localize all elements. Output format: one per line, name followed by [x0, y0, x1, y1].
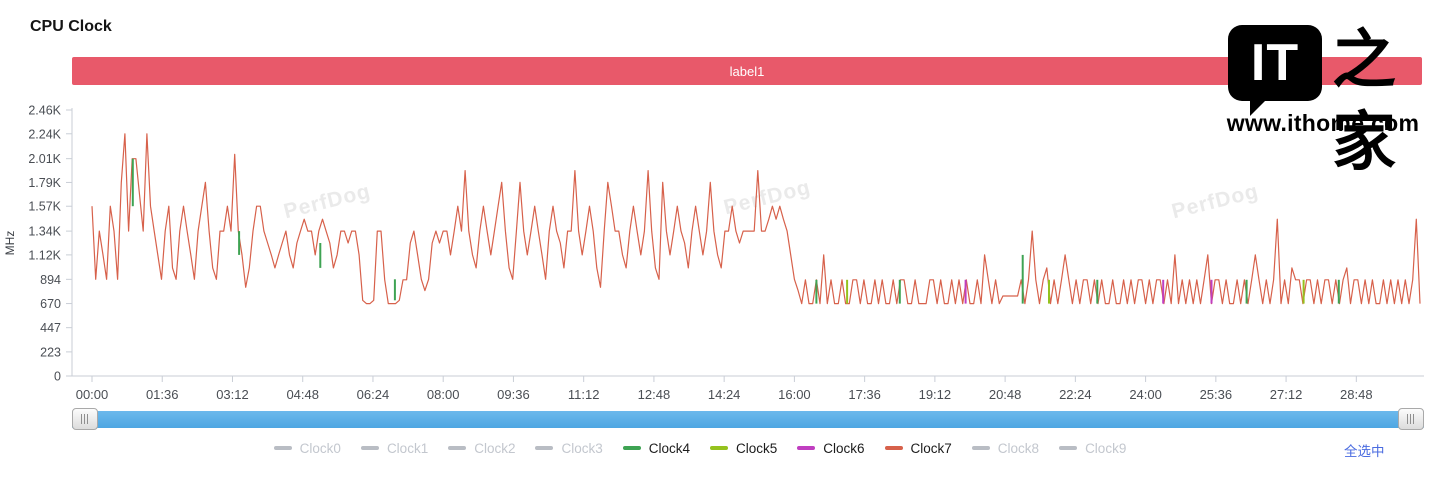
y-tick-label: 223: [40, 345, 61, 359]
legend-label: Clock5: [736, 440, 778, 456]
legend-swatch: [797, 446, 816, 450]
x-tick-label: 24:00: [1129, 387, 1162, 402]
grip-icon: [80, 414, 90, 424]
x-tick-label: 09:36: [497, 387, 530, 402]
legend-label: Clock1: [386, 440, 429, 456]
legend-label: Clock3: [561, 440, 603, 456]
legend-swatch: [971, 446, 990, 450]
legend: Clock0 Clock1 Clock2 Clock3 Clock4 Clock5 Cloc…: [120, 438, 1280, 458]
x-tick-label: 25:36: [1200, 387, 1233, 402]
legend-swatch: [535, 446, 554, 450]
legend-item-clock2[interactable]: Clock2: [448, 441, 515, 456]
legend-item-clock6[interactable]: Clock6: [797, 440, 865, 456]
y-axis-label: MHz: [3, 231, 17, 256]
x-tick-label: 08:00: [427, 387, 460, 402]
x-tick-label: 19:12: [919, 387, 952, 402]
x-tick-label: 20:48: [989, 387, 1022, 402]
grip-icon: [1406, 414, 1416, 424]
time-range-scrollbar[interactable]: [72, 411, 1424, 428]
banner-label: label1: [729, 63, 765, 79]
legend-swatch: [360, 446, 379, 450]
y-tick-label: 2.24K: [28, 127, 61, 141]
perfdog-watermark: PerfDog: [1169, 179, 1262, 224]
y-tick-label: 670: [40, 297, 61, 311]
x-tick-label: 16:00: [778, 387, 811, 402]
perfdog-watermark: PerfDog: [721, 175, 814, 220]
legend-label: Clock0: [299, 440, 341, 456]
y-tick-label: 0: [54, 370, 61, 384]
legend-item-clock7[interactable]: Clock7: [884, 440, 952, 456]
y-tick-label: 1.34K: [28, 225, 61, 239]
page-title: CPU Clock: [30, 18, 112, 35]
legend-label: Clock4: [648, 440, 690, 456]
x-tick-label: 04:48: [286, 387, 319, 402]
y-tick-label: 1.57K: [28, 200, 61, 214]
x-tick-label: 03:12: [216, 387, 249, 402]
legend-item-clock0[interactable]: Clock0: [273, 440, 341, 456]
legend-label: Clock9: [1085, 440, 1127, 456]
x-tick-label: 27:12: [1270, 387, 1303, 402]
ithome-site-url: www.ithome.com: [1226, 110, 1420, 136]
legend-item-clock8[interactable]: Clock8: [971, 440, 1040, 456]
y-tick-label: 894: [40, 273, 61, 287]
legend-item-clock3[interactable]: Clock3: [535, 440, 603, 456]
legend-swatch: [273, 446, 292, 450]
legend-item-clock4[interactable]: Clock4: [622, 440, 690, 456]
select-all-link[interactable]: 全选中: [1344, 444, 1385, 459]
y-tick-label: 447: [40, 321, 61, 335]
scrollbar-left-handle[interactable]: [72, 408, 98, 430]
legend-swatch: [1059, 446, 1078, 450]
legend-label: Clock6: [823, 440, 865, 456]
y-tick-label: 1.79K: [28, 176, 61, 190]
y-tick-label: 2.01K: [28, 152, 61, 166]
y-tick-label: 2.46K: [28, 104, 61, 118]
axis-lines: [71, 108, 1424, 377]
x-tick-label: 11:12: [568, 387, 600, 402]
legend-swatch: [622, 446, 641, 450]
perfdog-watermark: PerfDog: [281, 179, 374, 224]
legend-item-clock9[interactable]: Clock9: [1059, 441, 1126, 456]
x-tick-label: 17:36: [848, 387, 881, 402]
ithome-cjk-logo: 之家: [1332, 23, 1396, 180]
x-tick-label: 00:00: [76, 387, 109, 402]
x-tick-label: 22:24: [1059, 387, 1092, 402]
x-tick-label: 06:24: [357, 387, 390, 402]
legend-item-clock5[interactable]: Clock5: [710, 441, 777, 456]
scrollbar-right-handle[interactable]: [1398, 408, 1424, 430]
x-tick-label: 14:24: [708, 387, 741, 402]
legend-label: Clock2: [474, 440, 516, 456]
legend-item-clock1[interactable]: Clock1: [360, 440, 429, 456]
legend-label: Clock8: [997, 440, 1040, 456]
legend-swatch: [448, 446, 467, 450]
x-tick-label: 28:48: [1340, 387, 1373, 402]
x-tick-label: 01:36: [146, 387, 179, 402]
y-tick-label: 1.12K: [28, 248, 61, 262]
x-tick-label: 12:48: [638, 387, 671, 402]
label1-banner: label1: [72, 57, 1422, 85]
legend-label: Clock7: [910, 440, 952, 456]
ithome-it-logo: IT: [1228, 25, 1322, 101]
legend-swatch: [884, 446, 903, 450]
legend-swatch: [710, 446, 728, 450]
